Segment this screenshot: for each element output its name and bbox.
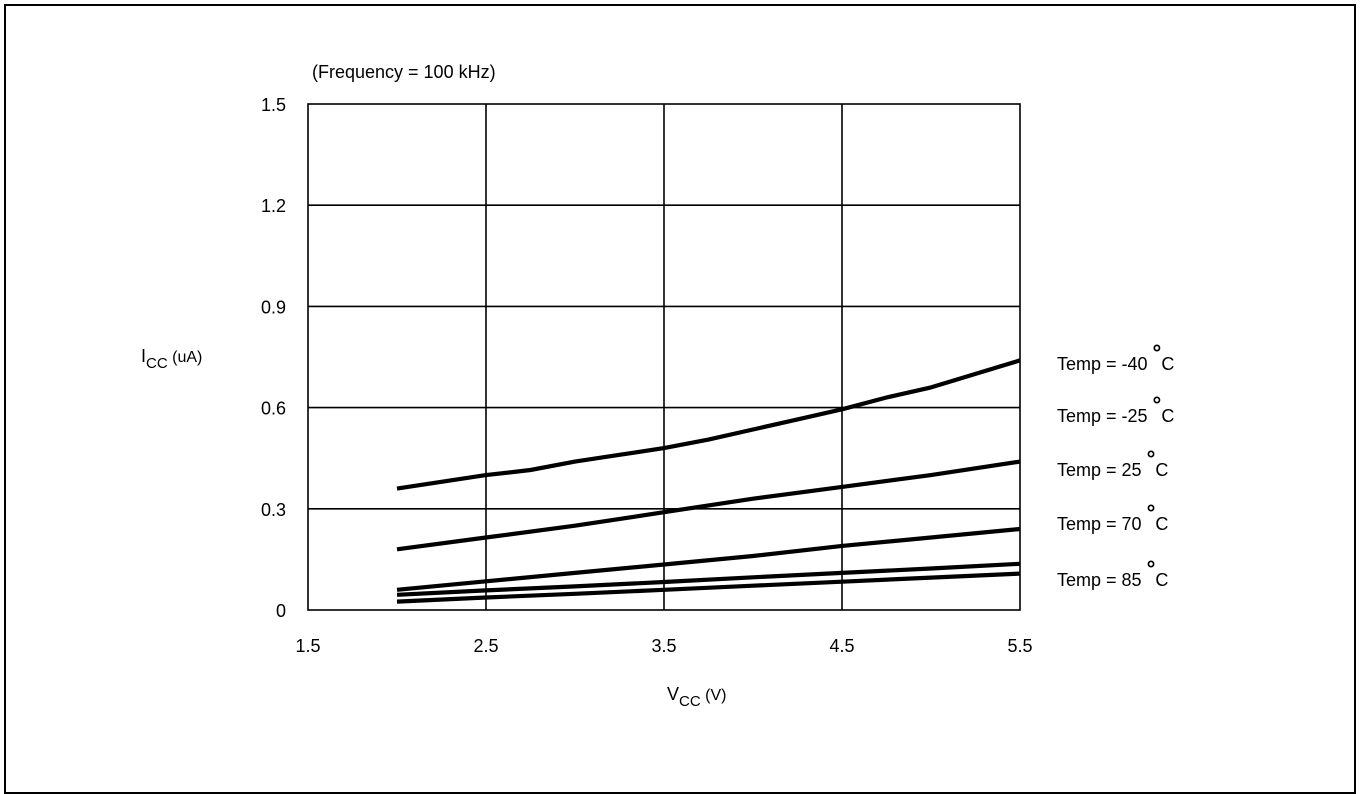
legend-entry-4: Temp = 70 °C — [1057, 500, 1168, 534]
x-tick-label: 5.5 — [1007, 636, 1032, 656]
y-axis-label-sub: CC — [146, 355, 168, 372]
y-tick-label: 1.5 — [261, 95, 286, 115]
legend-entry-3: Temp = 25 °C — [1057, 446, 1168, 480]
line-chart: 1.5 2.5 3.5 4.5 5.5 0 0.3 0.6 0.9 1.2 1.5 (Frequen… — [0, 0, 1361, 760]
y-axis-label: ICC (uA) — [141, 346, 202, 372]
x-tick-label: 4.5 — [829, 636, 854, 656]
x-tick-label: 1.5 — [295, 636, 320, 656]
x-tick-label: 3.5 — [651, 636, 676, 656]
legend-entry-2: Temp = -25 °C — [1057, 392, 1174, 426]
y-tick-label: 0 — [276, 601, 286, 621]
x-axis-label-unit: (V) — [701, 687, 727, 704]
series-lines — [397, 360, 1020, 601]
chart-annotation: (Frequency = 100 kHz) — [312, 62, 496, 82]
y-tick-label: 0.3 — [261, 500, 286, 520]
x-axis-label-sub: CC — [679, 693, 701, 710]
tick-labels: 1.5 2.5 3.5 4.5 5.5 0 0.3 0.6 0.9 1.2 1.5 — [261, 95, 1033, 656]
y-tick-label: 0.6 — [261, 399, 286, 419]
series-line-1 — [397, 360, 1020, 488]
y-tick-label: 1.2 — [261, 196, 286, 216]
x-axis-label: VCC (V) — [667, 684, 726, 710]
y-axis-label-unit: (uA) — [168, 349, 203, 366]
legend-entry-1: Temp = -40 °C — [1057, 340, 1174, 374]
x-tick-label: 2.5 — [473, 636, 498, 656]
legend: Temp = -40 °C Temp = -25 °C Temp = 25 °C Te… — [1057, 340, 1174, 590]
grid — [308, 104, 1020, 610]
legend-entry-5: Temp = 85 °C — [1057, 556, 1168, 590]
y-tick-label: 0.9 — [261, 297, 286, 317]
x-axis-label-main: V — [667, 684, 679, 704]
